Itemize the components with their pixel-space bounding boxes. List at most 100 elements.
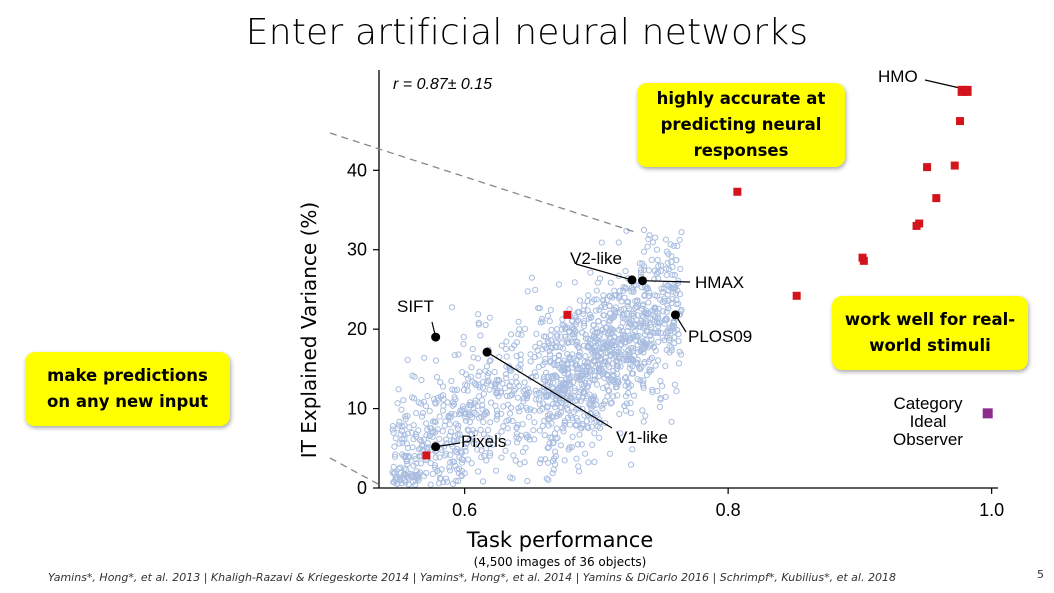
cloud-point: [402, 413, 409, 420]
cloud-point: [622, 407, 630, 414]
cloud-point: [537, 456, 545, 463]
cloud-point: [576, 297, 584, 304]
ann-model-point: [733, 187, 742, 196]
callout-line: responses: [693, 141, 789, 160]
cloud-point: [459, 407, 466, 414]
cloud-point: [666, 343, 673, 350]
cloud-point: [603, 324, 610, 331]
cloud-point: [415, 474, 422, 482]
cloud-point: [538, 315, 546, 323]
cloud-point: [664, 259, 671, 266]
cloud-point: [404, 430, 411, 437]
cloud-point: [578, 381, 585, 388]
cloud-point: [644, 328, 651, 335]
cloud-point: [486, 452, 494, 459]
cloud-point: [626, 320, 633, 327]
cloud-point: [667, 241, 674, 248]
cloud-point: [552, 448, 559, 455]
cloud-point: [576, 431, 583, 438]
cloud-point: [482, 408, 490, 415]
cloud-point: [536, 459, 544, 467]
cloud-point: [424, 393, 431, 400]
cloud-point: [645, 267, 653, 274]
cloud-point: [607, 279, 614, 286]
cloud-point: [647, 356, 654, 363]
cloud-point: [598, 356, 605, 363]
cloud-point: [661, 295, 668, 302]
cloud-point: [542, 456, 549, 463]
cloud-point: [478, 413, 485, 420]
cloud-point: [662, 393, 669, 400]
cloud-point: [655, 263, 662, 270]
cloud-point: [571, 393, 578, 400]
cloud-point: [399, 439, 406, 446]
cloud-point: [462, 444, 469, 451]
cloud-point: [672, 290, 680, 297]
cloud-point: [654, 313, 662, 320]
cloud-point: [404, 356, 411, 363]
cloud-point: [564, 336, 571, 343]
cloud-point: [677, 265, 684, 273]
cloud-point: [542, 392, 550, 399]
cloud-point: [668, 253, 675, 260]
cloud-point: [509, 417, 516, 425]
cloud-point: [456, 454, 463, 461]
cloud-point: [665, 305, 672, 312]
cloud-point: [399, 423, 406, 430]
x-tick-label: 0.6: [452, 500, 477, 520]
cloud-point: [646, 232, 653, 239]
cloud-point: [531, 407, 538, 414]
cloud-point: [651, 267, 658, 274]
cloud-point: [655, 305, 662, 312]
cloud-point: [513, 352, 520, 360]
cloud-point: [581, 362, 588, 370]
cloud-point: [675, 300, 682, 307]
slide-title: Enter artificial neural networks: [245, 12, 809, 53]
cloud-point: [536, 340, 543, 347]
cloud-point: [404, 444, 412, 452]
cloud-point: [493, 467, 500, 474]
cloud-point: [522, 444, 529, 451]
cloud-point: [498, 454, 505, 461]
cloud-point: [606, 450, 614, 457]
cloud-point: [483, 445, 490, 452]
cloud-point: [622, 285, 630, 292]
cloud-point: [671, 381, 679, 388]
cloud-point: [479, 384, 486, 391]
cloud-point: [520, 398, 527, 405]
cloud-point: [663, 265, 670, 272]
cloud-point: [662, 363, 669, 370]
cloud-point: [637, 338, 644, 346]
cloud-point: [535, 305, 542, 312]
cloud-point: [433, 374, 441, 381]
cloud-point: [642, 307, 650, 314]
cloud-point: [629, 334, 636, 341]
cloud-point: [640, 226, 648, 234]
cloud-point: [576, 388, 583, 395]
cloud-point: [475, 468, 482, 475]
cloud-point: [545, 459, 552, 466]
cloud-point: [654, 388, 661, 395]
cloud-point: [467, 399, 474, 406]
ann-model-point: [923, 163, 932, 172]
cloud-point: [623, 227, 630, 234]
cloud-point: [629, 370, 637, 377]
cloud-point: [394, 481, 401, 488]
cloud-point: [632, 282, 639, 289]
cloud-point: [628, 310, 635, 317]
cloud-point: [513, 339, 521, 346]
cloud-point: [454, 386, 461, 393]
cloud-point: [521, 325, 529, 332]
cloud-point: [606, 292, 613, 299]
cloud-point: [587, 402, 594, 409]
cloud-point: [585, 425, 592, 432]
cloud-point: [654, 256, 661, 264]
cloud-point: [615, 239, 622, 246]
cloud-point: [475, 311, 482, 318]
x-tick-label: 1.0: [979, 500, 1004, 520]
cloud-point: [443, 436, 450, 443]
cloud-point: [607, 378, 614, 385]
cloud-point: [532, 286, 539, 293]
cloud-point: [625, 337, 633, 344]
cloud-point: [572, 406, 580, 413]
